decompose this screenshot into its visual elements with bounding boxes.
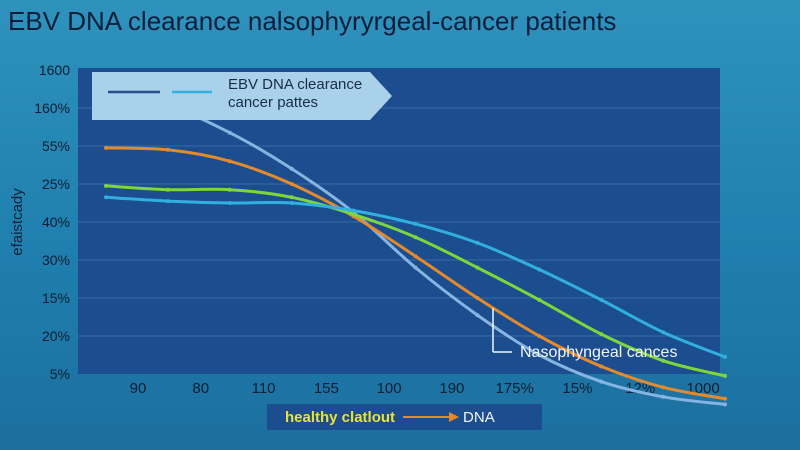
- y-tick-label: 40%: [42, 214, 70, 230]
- data-point-1-9: [661, 385, 666, 390]
- data-point-2-1: [165, 187, 170, 192]
- y-tick-label: 160%: [34, 100, 70, 116]
- data-point-2-8: [599, 332, 604, 337]
- data-point-3-5: [413, 221, 418, 226]
- gridlines: [78, 107, 720, 337]
- data-point-3-4: [351, 208, 356, 213]
- data-point-3-3: [289, 201, 294, 205]
- bottom-legend-label-healthy: healthy clatlout: [285, 408, 396, 426]
- data-point-2-5: [413, 235, 418, 240]
- y-tick-label: 55%: [42, 138, 70, 154]
- data-point-2-4: [351, 212, 356, 217]
- data-point-2-9: [661, 358, 666, 363]
- legend-line-1: EBV DNA clearance: [228, 76, 363, 93]
- legend-line-2: cancer pattes: [228, 94, 319, 111]
- series-lines: [104, 94, 727, 407]
- data-point-3-2: [227, 201, 232, 205]
- y-tick-labels: 1600 160% 55% 25% 40% 30% 15% 20% 5%: [34, 62, 70, 382]
- x-tick-label: 190: [439, 380, 464, 397]
- data-point-1-2: [227, 159, 232, 164]
- data-point-2-7: [537, 297, 542, 302]
- annotation: Nasophyngeal cances: [492, 308, 677, 361]
- data-point-3-9: [661, 330, 666, 335]
- data-point-3-1: [165, 199, 170, 204]
- data-point-1-10: [723, 396, 727, 401]
- annotation-text: Nasophyngeal cances: [520, 344, 677, 361]
- data-point-0-8: [599, 379, 604, 384]
- y-axis-label: efaistcady: [9, 188, 26, 256]
- data-point-0-3: [289, 166, 294, 171]
- data-point-0-5: [413, 265, 418, 270]
- x-tick-labels: 90 80 110 155 100 190 175% 15% 12% 1000: [130, 380, 720, 397]
- legend-banner: [92, 72, 392, 120]
- data-point-2-3: [289, 195, 294, 200]
- y-tick-label: 20%: [42, 328, 70, 344]
- data-point-0-10: [723, 402, 727, 407]
- chart-title: EBV DNA clearance nalsophyryrgeal-cancer…: [8, 6, 617, 36]
- data-point-2-6: [475, 265, 480, 270]
- data-point-3-0: [104, 195, 108, 200]
- y-tick-label: 30%: [42, 252, 70, 268]
- data-point-1-7: [537, 334, 542, 338]
- y-tick-label: 5%: [50, 366, 70, 382]
- y-tick-label: 1600: [39, 62, 70, 78]
- y-tick-label: 25%: [42, 176, 70, 192]
- data-point-3-7: [537, 267, 542, 272]
- arrow-right-icon: [403, 412, 460, 422]
- data-point-1-3: [289, 182, 294, 186]
- data-point-1-1: [165, 147, 170, 152]
- data-point-1-5: [413, 254, 418, 259]
- data-point-0-2: [227, 130, 232, 135]
- data-point-3-6: [475, 240, 480, 245]
- series-line-3: [104, 195, 727, 359]
- data-point-2-10: [723, 373, 727, 378]
- data-point-3-10: [723, 354, 727, 359]
- bottom-legend: healthy clatlout DNA: [267, 404, 542, 430]
- y-tick-label: 15%: [42, 290, 70, 306]
- data-point-0-9: [661, 394, 666, 399]
- x-tick-label: 155: [314, 380, 339, 397]
- x-tick-label: 100: [377, 380, 402, 397]
- x-tick-label: 90: [130, 380, 147, 397]
- x-tick-label: 80: [192, 380, 209, 397]
- series-line-1: [104, 146, 727, 401]
- top-legend-text: EBV DNA clearance cancer pattes: [228, 76, 362, 112]
- data-point-2-0: [104, 183, 108, 188]
- x-tick-label: 110: [252, 380, 276, 397]
- data-point-2-2: [227, 187, 232, 192]
- data-point-1-8: [599, 364, 604, 369]
- data-point-0-6: [475, 313, 480, 318]
- data-point-1-6: [475, 296, 480, 300]
- data-point-0-7: [537, 353, 542, 357]
- bottom-legend-label-dna: DNA: [463, 408, 495, 426]
- x-tick-label: 15%: [562, 380, 592, 397]
- x-tick-label: 175%: [495, 380, 533, 397]
- data-point-3-8: [599, 297, 604, 302]
- data-point-1-0: [104, 145, 108, 150]
- top-legend: [92, 72, 392, 120]
